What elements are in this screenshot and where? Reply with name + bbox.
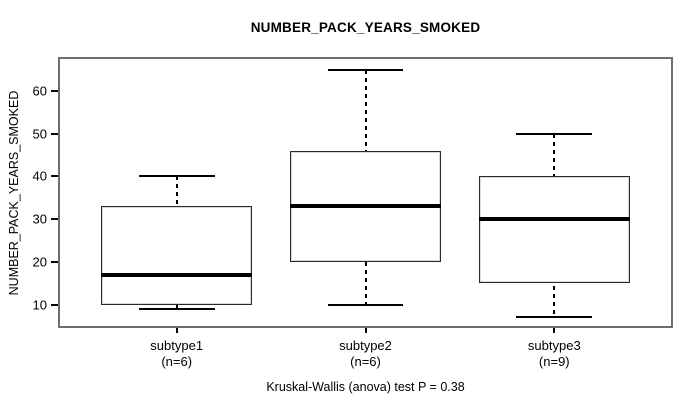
median-line xyxy=(478,217,630,222)
y-axis-tick-label: 40 xyxy=(32,168,47,184)
y-axis-title: NUMBER_PACK_YEARS_SMOKED xyxy=(7,90,21,296)
x-axis-group-label: subtype3 (n=9) xyxy=(528,338,581,371)
median-line xyxy=(101,272,253,277)
upper-whisker-cap xyxy=(327,68,404,71)
y-axis-tick-label: 10 xyxy=(32,297,47,313)
chart-title: NUMBER_PACK_YEARS_SMOKED xyxy=(250,20,481,35)
upper-whisker-cap xyxy=(138,175,215,178)
x-axis-tick xyxy=(553,328,556,333)
x-axis-group-label: subtype1 (n=6) xyxy=(150,338,203,371)
y-axis-tick xyxy=(51,90,58,93)
group-count: (n=6) xyxy=(350,354,381,370)
kruskal-wallis-note: Kruskal-Wallis (anova) test P = 0.38 xyxy=(266,380,465,394)
x-axis-tick xyxy=(175,328,178,333)
group-name: subtype2 xyxy=(339,338,392,353)
lower-whisker-cap xyxy=(138,307,215,310)
group-name: subtype3 xyxy=(527,338,581,353)
upper-whisker-cap xyxy=(516,132,593,135)
median-line xyxy=(290,204,441,209)
y-axis-tick xyxy=(51,260,58,263)
group-count: (n=9) xyxy=(538,354,570,370)
lower-whisker-cap xyxy=(327,303,404,306)
y-axis-tick-label: 50 xyxy=(32,126,47,142)
lower-whisker-cap xyxy=(516,316,593,319)
y-axis-tick-label: 20 xyxy=(32,254,47,270)
iqr-box xyxy=(101,206,253,305)
x-axis-group-label: subtype2 (n=6) xyxy=(339,338,392,371)
x-axis-tick xyxy=(364,328,367,333)
y-axis-tick xyxy=(51,218,58,221)
y-axis-tick xyxy=(51,303,58,306)
group-count: (n=6) xyxy=(161,354,193,370)
plot-area: 10 20 30 40 50 60 subtype1 (n=6) subtype2 (n=6) su… xyxy=(33,57,673,369)
y-axis-tick xyxy=(51,175,58,178)
y-axis-tick xyxy=(51,132,58,135)
y-axis-tick-label: 30 xyxy=(32,211,47,227)
y-axis-tick-label: 60 xyxy=(32,83,47,99)
iqr-box xyxy=(478,176,630,284)
group-name: subtype1 xyxy=(150,338,204,353)
